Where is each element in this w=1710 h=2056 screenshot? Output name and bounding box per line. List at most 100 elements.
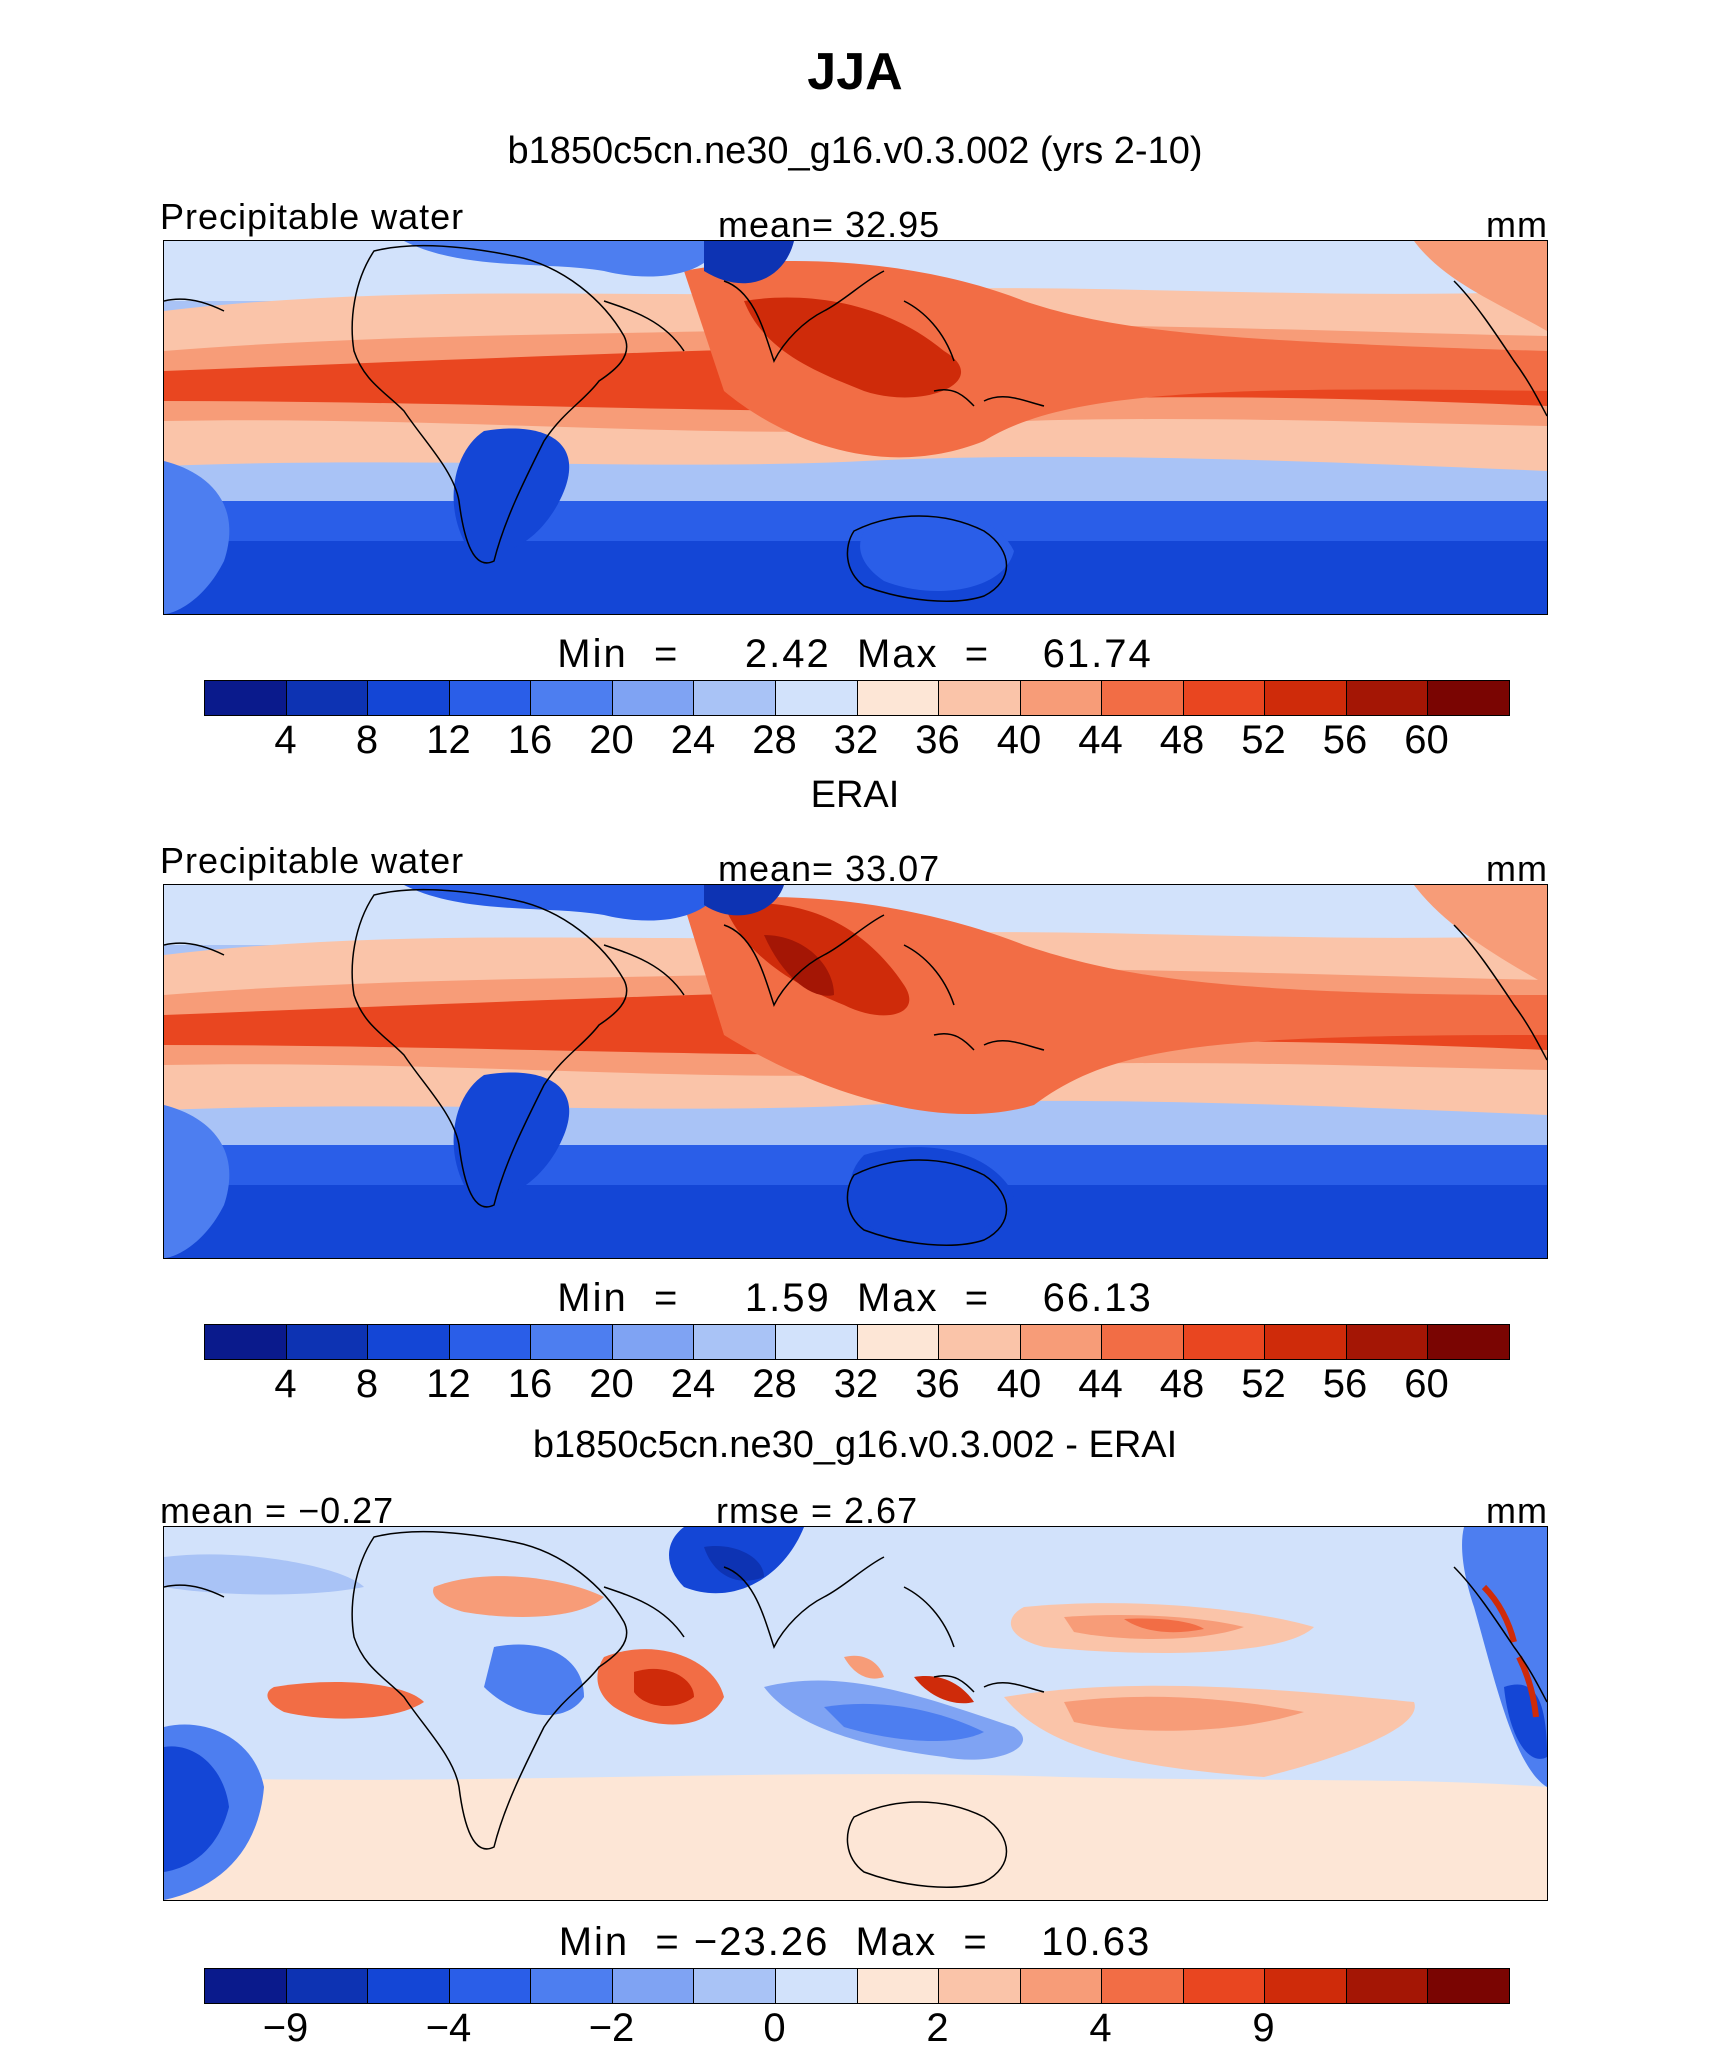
colorbar-tick-label: 4 xyxy=(274,1362,297,1406)
colorbar-tick-label: 56 xyxy=(1322,1362,1368,1406)
colorbar-tick-label: 8 xyxy=(355,718,379,762)
colorbar-box xyxy=(1265,1969,1347,2003)
panel-3-units-label: mm xyxy=(1486,1490,1548,1531)
colorbar-tick-label: 16 xyxy=(507,1362,553,1406)
colorbar-box xyxy=(694,1325,776,1359)
colorbar-tick-label: 0 xyxy=(763,2006,786,2050)
colorbar-box xyxy=(857,1969,940,2003)
colorbar-box xyxy=(531,681,613,715)
colorbar-box xyxy=(1020,681,1103,715)
panel-1-units-label: mm xyxy=(1486,204,1548,245)
panel-1-colorbar-ticks: 4 8 12 16 20 24 28 32 36 40 44 48 52 56 60 xyxy=(204,718,1508,768)
colorbar-box xyxy=(1428,681,1509,715)
colorbar-box xyxy=(286,681,369,715)
colorbar-tick-label: 2 xyxy=(926,2006,949,2050)
colorbar-tick-label: 36 xyxy=(915,1362,960,1406)
colorbar-box xyxy=(449,1969,532,2003)
colorbar-box xyxy=(1102,681,1184,715)
colorbar-box xyxy=(857,1325,940,1359)
panel-1-mean-label: mean= 32.95 xyxy=(718,204,941,245)
colorbar-box xyxy=(1183,1325,1266,1359)
colorbar-box xyxy=(1428,1325,1509,1359)
colorbar-box xyxy=(1020,1969,1103,2003)
colorbar-box xyxy=(939,1325,1021,1359)
colorbar-box xyxy=(368,1969,450,2003)
colorbar-box xyxy=(1346,1969,1429,2003)
panel-2-map xyxy=(163,884,1548,1259)
colorbar-tick-label: 48 xyxy=(1159,718,1205,762)
colorbar-box xyxy=(368,681,450,715)
panel-2-mean-label: mean= 33.07 xyxy=(718,848,941,889)
colorbar-box xyxy=(1183,681,1266,715)
panel-1-variable-label: Precipitable water xyxy=(160,196,465,237)
colorbar-box xyxy=(612,681,695,715)
panel-2-colorbar xyxy=(204,1324,1510,1360)
colorbar-tick-label: −9 xyxy=(262,2006,309,2050)
colorbar-box xyxy=(694,681,776,715)
panel-3-mean-label: mean = −0.27 xyxy=(160,1490,395,1531)
colorbar-box xyxy=(612,1325,695,1359)
colorbar-tick-label: −4 xyxy=(425,2006,472,2050)
panel-2-units-label: mm xyxy=(1486,848,1548,889)
colorbar-tick-label: 28 xyxy=(752,718,797,762)
panel-3-colorbar xyxy=(204,1968,1510,2004)
colorbar-tick-label: 28 xyxy=(752,1362,797,1406)
colorbar-tick-label: 8 xyxy=(355,1362,379,1406)
colorbar-box xyxy=(1346,681,1429,715)
colorbar-tick-label: 32 xyxy=(833,1362,879,1406)
colorbar-tick-label: 52 xyxy=(1241,1362,1286,1406)
panel-2-colorbar-ticks: 4 8 12 16 20 24 28 32 36 40 44 48 52 56 60 xyxy=(204,1362,1508,1412)
figure-title: JJA xyxy=(807,43,903,101)
panel-2-variable-label: Precipitable water xyxy=(160,840,465,881)
colorbar-tick-label: 40 xyxy=(996,718,1042,762)
colorbar-tick-label: 24 xyxy=(670,718,716,762)
colorbar-box xyxy=(1020,1325,1103,1359)
colorbar-box xyxy=(1346,1325,1429,1359)
colorbar-tick-label: 60 xyxy=(1404,718,1449,762)
colorbar-box xyxy=(775,681,858,715)
panel-1-title: b1850c5cn.ne30_g16.v0.3.002 (yrs 2-10) xyxy=(507,130,1203,172)
panel-3-colorbar-ticks: −9 −4 −2 0 2 4 9 xyxy=(204,2006,1508,2056)
colorbar-box xyxy=(857,681,940,715)
colorbar-tick-label: 48 xyxy=(1159,1362,1205,1406)
colorbar-tick-label: 56 xyxy=(1322,718,1368,762)
panel-1-min-max: Min = 2.42 Max = 61.74 xyxy=(557,632,1153,676)
colorbar-tick-label: 4 xyxy=(274,718,297,762)
colorbar-tick-label: 40 xyxy=(996,1362,1042,1406)
colorbar-box xyxy=(368,1325,450,1359)
panel-1-colorbar xyxy=(204,680,1510,716)
colorbar-box xyxy=(286,1325,369,1359)
colorbar-tick-label: 9 xyxy=(1252,2006,1275,2050)
colorbar-box xyxy=(531,1969,613,2003)
colorbar-tick-label: 4 xyxy=(1089,2006,1112,2050)
colorbar-tick-label: 12 xyxy=(426,1362,471,1406)
panel-3-title: b1850c5cn.ne30_g16.v0.3.002 - ERAI xyxy=(532,1424,1178,1466)
colorbar-tick-label: 12 xyxy=(426,718,471,762)
colorbar-box xyxy=(1183,1969,1266,2003)
colorbar-box xyxy=(1428,1969,1509,2003)
colorbar-tick-label: 24 xyxy=(670,1362,716,1406)
colorbar-tick-label: 20 xyxy=(589,1362,634,1406)
colorbar-box xyxy=(1102,1325,1184,1359)
colorbar-tick-label: 20 xyxy=(589,718,634,762)
colorbar-box xyxy=(775,1969,858,2003)
panel-2-title: ERAI xyxy=(810,774,900,816)
colorbar-tick-label: 36 xyxy=(915,718,960,762)
colorbar-tick-label: 44 xyxy=(1078,1362,1123,1406)
panel-1-map xyxy=(163,240,1548,615)
colorbar-box xyxy=(1265,1325,1347,1359)
colorbar-box xyxy=(531,1325,613,1359)
colorbar-tick-label: 16 xyxy=(507,718,553,762)
panel-2-min-max: Min = 1.59 Max = 66.13 xyxy=(557,1276,1153,1320)
colorbar-tick-label: −2 xyxy=(588,2006,635,2050)
colorbar-box xyxy=(205,681,287,715)
colorbar-box xyxy=(205,1325,287,1359)
colorbar-box xyxy=(1102,1969,1184,2003)
colorbar-tick-label: 32 xyxy=(833,718,879,762)
panel-3-rmse-label: rmse = 2.67 xyxy=(716,1490,919,1531)
colorbar-box xyxy=(775,1325,858,1359)
colorbar-tick-label: 60 xyxy=(1404,1362,1449,1406)
colorbar-box xyxy=(286,1969,369,2003)
colorbar-box xyxy=(694,1969,776,2003)
colorbar-tick-label: 44 xyxy=(1078,718,1123,762)
